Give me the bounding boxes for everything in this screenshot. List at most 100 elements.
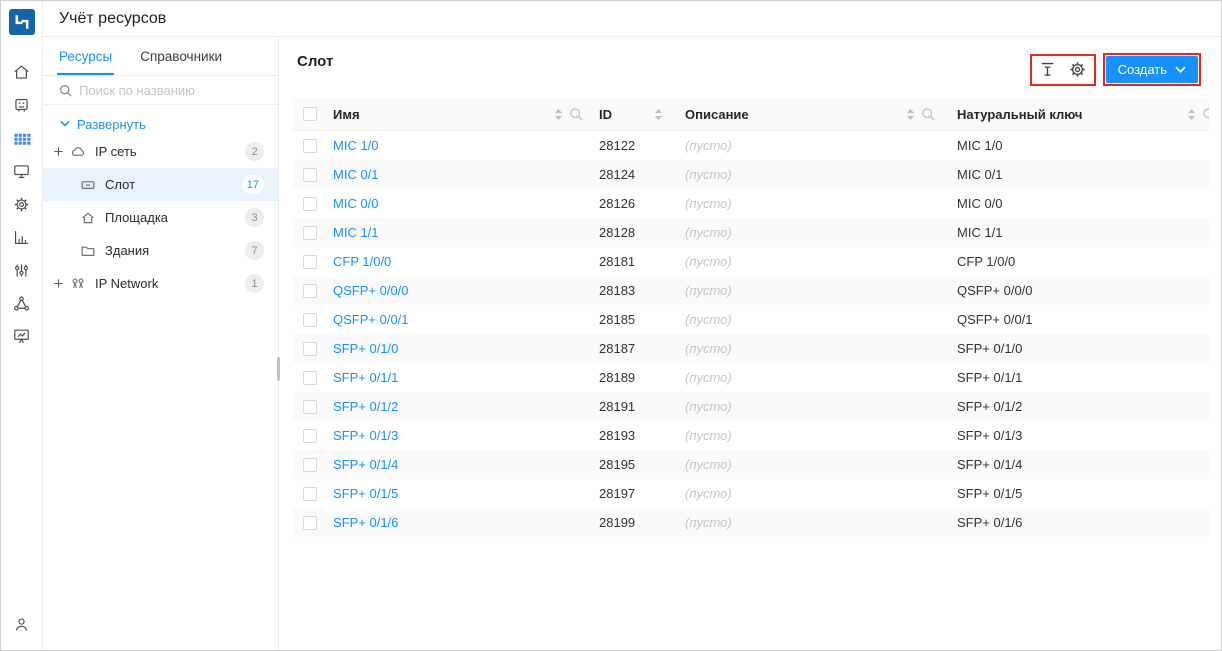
row-checkbox-cell	[293, 457, 323, 472]
cell-description: (пусто)	[671, 138, 943, 153]
table-row: MIC 0/0 28126 (пусто) MIC 0/0	[293, 189, 1209, 218]
annotation-box-create: Создать	[1102, 53, 1201, 86]
tree-item-slot[interactable]: Слот 17	[43, 168, 278, 201]
row-checkbox-cell	[293, 225, 323, 240]
row-checkbox-cell	[293, 428, 323, 443]
rail-item-home[interactable]	[10, 63, 34, 82]
row-description: (пусто)	[685, 196, 732, 211]
row-name-link[interactable]: MIC 1/0	[333, 138, 379, 153]
cell-id: 28185	[591, 312, 671, 327]
row-name-link[interactable]: SFP+ 0/1/4	[333, 457, 399, 472]
table-row: SFP+ 0/1/4 28195 (пусто) SFP+ 0/1/4	[293, 450, 1209, 479]
row-name-link[interactable]: CFP 1/0/0	[333, 254, 392, 269]
row-checkbox[interactable]	[303, 341, 317, 356]
row-name-link[interactable]: SFP+ 0/1/1	[333, 370, 399, 385]
row-natural-key: SFP+ 0/1/0	[957, 341, 1023, 356]
row-height-icon	[1038, 60, 1057, 79]
tree-item-site[interactable]: Площадка 3	[43, 201, 278, 234]
row-name-link[interactable]: MIC 1/1	[333, 225, 379, 240]
row-checkbox[interactable]	[303, 515, 317, 530]
rail-item-bar-chart[interactable]	[10, 228, 34, 247]
row-checkbox[interactable]	[303, 138, 317, 153]
column-search-icon[interactable]	[569, 107, 583, 121]
rail-item-filters[interactable]	[10, 261, 34, 280]
row-checkbox[interactable]	[303, 196, 317, 211]
cell-name: SFP+ 0/1/0	[323, 341, 591, 356]
rail-item-settings[interactable]	[10, 195, 34, 214]
sidebar-search	[43, 76, 278, 105]
sort-control[interactable]	[906, 108, 915, 121]
column-search-icon[interactable]	[1202, 107, 1209, 121]
rail-item-terminal[interactable]	[10, 96, 34, 115]
row-natural-key: MIC 0/1	[957, 167, 1003, 182]
row-description: (пусто)	[685, 399, 732, 414]
user-button[interactable]	[10, 615, 34, 634]
row-checkbox[interactable]	[303, 428, 317, 443]
row-natural-key: QSFP+ 0/0/0	[957, 283, 1033, 298]
row-id: 28185	[599, 312, 636, 327]
row-checkbox[interactable]	[303, 370, 317, 385]
tree-item-label: IP Network	[95, 276, 159, 291]
table-body: MIC 1/0 28122 (пусто) MIC 1/0 MIC 0/1 28124 (п…	[293, 131, 1209, 537]
row-height-button[interactable]	[1037, 59, 1059, 81]
table-row: SFP+ 0/1/1 28189 (пусто) SFP+ 0/1/1	[293, 363, 1209, 392]
row-checkbox[interactable]	[303, 399, 317, 414]
row-checkbox[interactable]	[303, 225, 317, 240]
expand-all-control[interactable]: Развернуть	[43, 113, 278, 135]
row-checkbox[interactable]	[303, 457, 317, 472]
row-name-link[interactable]: SFP+ 0/1/2	[333, 399, 399, 414]
row-checkbox[interactable]	[303, 283, 317, 298]
row-description: (пусто)	[685, 370, 732, 385]
cell-id: 28181	[591, 254, 671, 269]
tab-directories[interactable]: Справочники	[140, 48, 223, 64]
column-label: ID	[599, 106, 612, 122]
tree-item-buildings[interactable]: Здания 7	[43, 234, 278, 267]
row-description: (пусто)	[685, 225, 732, 240]
create-button[interactable]: Создать	[1105, 56, 1198, 83]
tree-item-ip-network[interactable]: IP Network 1	[43, 267, 278, 300]
expand-plus-icon[interactable]	[51, 278, 66, 289]
row-name-link[interactable]: SFP+ 0/1/5	[333, 486, 399, 501]
tree-item-ip-net[interactable]: IP сеть 2	[43, 135, 278, 168]
resource-tree: Развернуть IP сеть 2 Слот 17 Площадка 3 Здания…	[43, 105, 278, 300]
rail-item-monitor[interactable]	[10, 162, 34, 181]
row-name-link[interactable]: QSFP+ 0/0/0	[333, 283, 409, 298]
row-name-link[interactable]: MIC 0/0	[333, 196, 379, 211]
row-name-link[interactable]: MIC 0/1	[333, 167, 379, 182]
rail-item-cluster[interactable]	[10, 294, 34, 313]
rail-item-apps-grid[interactable]	[10, 129, 34, 148]
row-checkbox[interactable]	[303, 312, 317, 327]
row-checkbox[interactable]	[303, 254, 317, 269]
sort-control[interactable]	[554, 108, 563, 121]
row-name-link[interactable]: QSFP+ 0/0/1	[333, 312, 409, 327]
tab-resources[interactable]: Ресурсы	[56, 37, 115, 75]
search-icon	[59, 84, 72, 97]
home-icon	[80, 210, 96, 226]
row-id: 28181	[599, 254, 636, 269]
panel-resize-handle[interactable]	[277, 357, 280, 381]
rail-item-dashboard[interactable]	[10, 327, 34, 346]
cell-id: 28183	[591, 283, 671, 298]
column-label: Имя	[333, 106, 360, 122]
toolbar: Создать	[1029, 53, 1201, 86]
row-name-link[interactable]: SFP+ 0/1/6	[333, 515, 399, 530]
cell-natural-key: QSFP+ 0/0/1	[943, 312, 1209, 327]
row-checkbox[interactable]	[303, 486, 317, 501]
cell-natural-key: SFP+ 0/1/2	[943, 399, 1209, 414]
select-all-checkbox[interactable]	[303, 107, 317, 121]
sort-control[interactable]	[1187, 108, 1196, 121]
folder-icon	[80, 243, 96, 259]
row-name-link[interactable]: SFP+ 0/1/3	[333, 428, 399, 443]
main-panel: Слот	[279, 37, 1221, 650]
row-name-link[interactable]: SFP+ 0/1/0	[333, 341, 399, 356]
row-checkbox[interactable]	[303, 167, 317, 182]
cell-description: (пусто)	[671, 196, 943, 211]
table-settings-button[interactable]	[1067, 59, 1089, 81]
app-logo[interactable]	[8, 9, 35, 35]
sort-control[interactable]	[654, 108, 663, 121]
search-input[interactable]	[79, 82, 262, 98]
table-row: MIC 0/1 28124 (пусто) MIC 0/1	[293, 160, 1209, 189]
expand-plus-icon[interactable]	[51, 146, 66, 157]
column-search-icon[interactable]	[921, 107, 935, 121]
cell-description: (пусто)	[671, 312, 943, 327]
